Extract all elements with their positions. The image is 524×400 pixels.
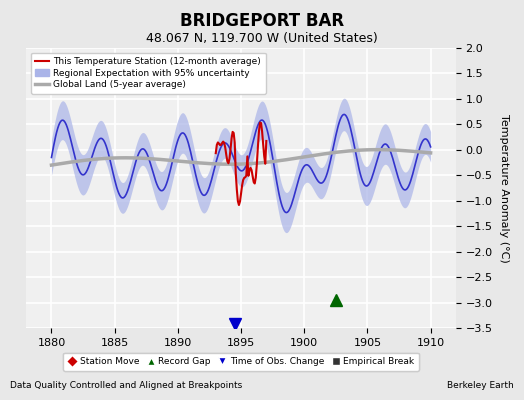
Text: Data Quality Controlled and Aligned at Breakpoints: Data Quality Controlled and Aligned at B… [10, 381, 243, 390]
Legend: This Temperature Station (12-month average), Regional Expectation with 95% uncer: This Temperature Station (12-month avera… [31, 52, 266, 94]
Y-axis label: Temperature Anomaly (°C): Temperature Anomaly (°C) [499, 114, 509, 262]
Text: BRIDGEPORT BAR: BRIDGEPORT BAR [180, 12, 344, 30]
Text: 48.067 N, 119.700 W (United States): 48.067 N, 119.700 W (United States) [146, 32, 378, 45]
Text: Berkeley Earth: Berkeley Earth [447, 381, 514, 390]
